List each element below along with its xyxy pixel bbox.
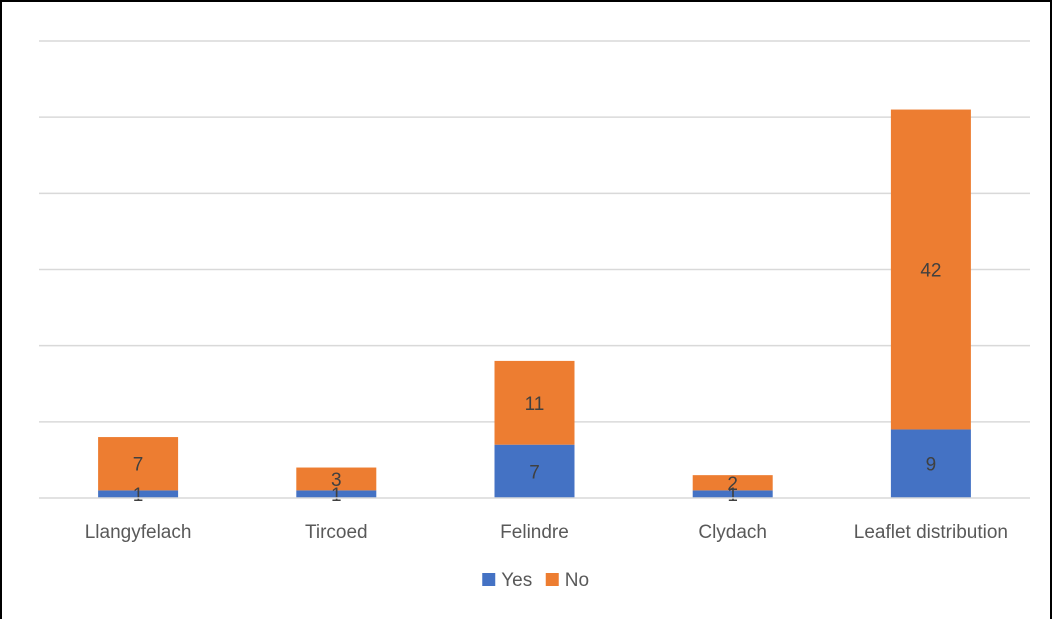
bar-no-4: [890, 109, 971, 430]
legend: Yes No: [482, 570, 589, 591]
bar-yes-1: [296, 490, 377, 498]
x-tick-label: Felindre: [500, 522, 569, 543]
data-label-no-1: 3: [331, 470, 342, 491]
bar-no-3: [692, 475, 773, 491]
x-tick-label: Llangyfelach: [85, 522, 192, 543]
x-tick-label: Tircoed: [305, 522, 368, 543]
bars: [98, 109, 971, 498]
bar-no-0: [98, 437, 179, 491]
x-tick-label: Clydach: [698, 522, 767, 543]
x-axis: Llangyfelach Tircoed Felindre Clydach Leafle…: [39, 497, 1030, 543]
data-label-no-0: 7: [133, 455, 144, 476]
data-label-yes-2: 7: [529, 462, 540, 483]
bar-yes-3: [692, 490, 773, 498]
gridlines: [39, 40, 1030, 423]
data-label-yes-1: 1: [331, 485, 342, 506]
bar-yes-4: [890, 429, 971, 498]
legend-label-no: No: [565, 570, 589, 591]
legend-label-yes: Yes: [501, 570, 532, 591]
data-label-yes-4: 9: [926, 455, 937, 476]
data-label-yes-3: 1: [727, 485, 738, 506]
legend-swatch-yes: [482, 573, 496, 586]
bar-no-1: [296, 467, 377, 491]
bar-yes-2: [494, 444, 575, 498]
bar-yes-0: [98, 490, 179, 498]
data-label-no-4: 42: [920, 261, 941, 282]
x-tick-label: Leaflet distribution: [854, 522, 1008, 543]
bar-no-2: [494, 360, 575, 445]
legend-swatch-no: [545, 573, 559, 586]
data-label-yes-0: 1: [133, 485, 144, 506]
data-label-no-3: 2: [727, 474, 738, 495]
data-label-no-2: 11: [525, 394, 545, 415]
